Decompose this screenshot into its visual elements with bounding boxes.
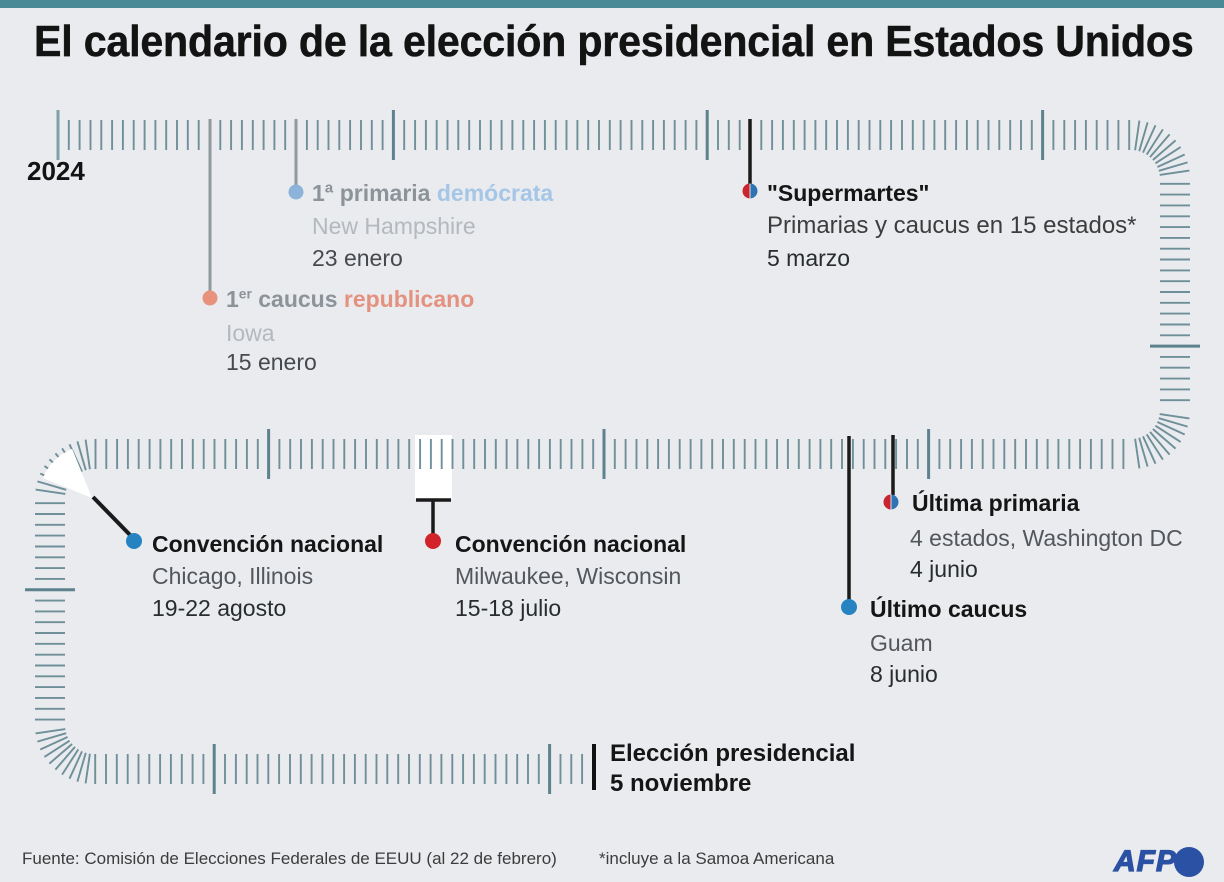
svg-text:AFP: AFP [1113,845,1177,878]
